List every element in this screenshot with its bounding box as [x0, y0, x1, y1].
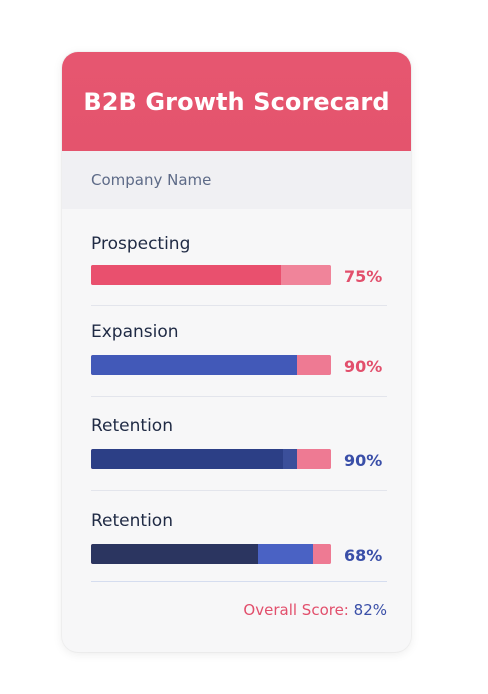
company-name: Company Name — [91, 171, 212, 189]
overall-score: Overall Score: 82% — [243, 601, 387, 619]
scorecard-card: B2B Growth Scorecard Company Name Prospe… — [62, 52, 411, 652]
metric-label: Retention — [91, 511, 173, 531]
metric-value: 68% — [344, 546, 383, 565]
overall-score-label: Overall Score: — [243, 601, 349, 619]
progress-bar — [91, 355, 331, 375]
bar-segment-1 — [91, 449, 283, 469]
bar-segment-1 — [91, 544, 258, 564]
metric-label: Retention — [91, 416, 173, 436]
bar-segment-3 — [297, 449, 331, 469]
divider — [91, 305, 387, 306]
card-title: B2B Growth Scorecard — [83, 87, 390, 116]
bar-segment-3 — [313, 544, 331, 564]
bar-segment-1 — [91, 355, 298, 375]
divider — [91, 490, 387, 491]
progress-bar — [91, 449, 331, 469]
bar-segment-2 — [280, 265, 331, 285]
bar-segment-2 — [297, 355, 331, 375]
bar-segment-2 — [257, 544, 313, 564]
progress-bar — [91, 544, 331, 564]
company-strip: Company Name — [62, 151, 411, 209]
metric-label: Prospecting — [91, 234, 191, 254]
divider — [91, 396, 387, 397]
footer-divider — [91, 581, 387, 582]
bar-segment-1 — [91, 265, 281, 285]
bar-segment-2 — [283, 449, 298, 469]
metric-value: 90% — [344, 357, 383, 376]
overall-score-value: 82% — [353, 601, 387, 619]
metric-label: Expansion — [91, 322, 179, 342]
metric-value: 90% — [344, 451, 383, 470]
card-header: B2B Growth Scorecard — [62, 52, 411, 151]
metric-value: 75% — [344, 267, 383, 286]
progress-bar — [91, 265, 331, 285]
